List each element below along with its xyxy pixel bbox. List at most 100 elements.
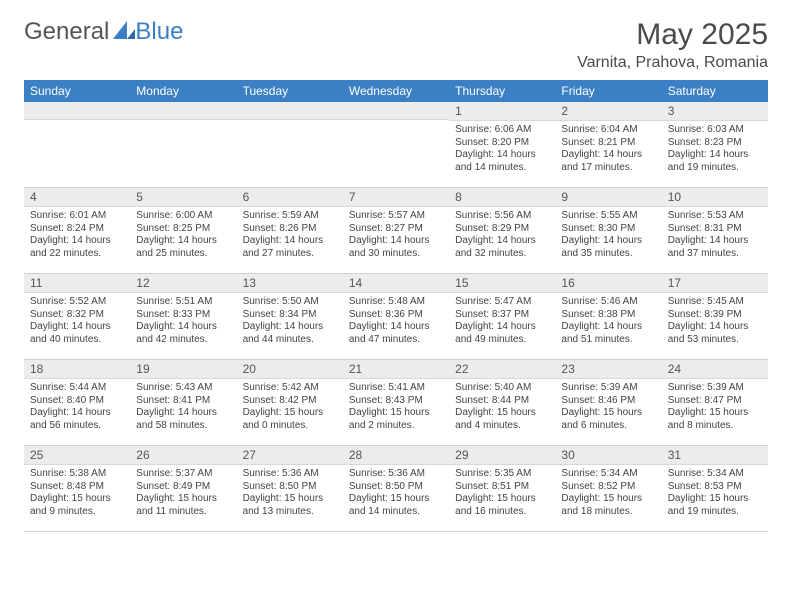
- header: General Blue May 2025 Varnita, Prahova, …: [24, 18, 768, 72]
- day-header-tuesday: Tuesday: [237, 80, 343, 102]
- daylight2-text: and 53 minutes.: [668, 334, 762, 347]
- daylight2-text: and 44 minutes.: [243, 334, 337, 347]
- sunset-text: Sunset: 8:20 PM: [455, 137, 549, 150]
- date-number: 18: [24, 360, 130, 379]
- calendar-cell: [343, 102, 449, 188]
- sunrise-text: Sunrise: 5:45 AM: [668, 296, 762, 309]
- daylight2-text: and 30 minutes.: [349, 248, 443, 261]
- daylight1-text: Daylight: 14 hours: [243, 235, 337, 248]
- date-number: 29: [449, 446, 555, 465]
- sunset-text: Sunset: 8:50 PM: [349, 481, 443, 494]
- sunrise-text: Sunrise: 5:35 AM: [455, 468, 549, 481]
- cell-body: Sunrise: 5:37 AMSunset: 8:49 PMDaylight:…: [130, 465, 236, 522]
- daylight2-text: and 22 minutes.: [30, 248, 124, 261]
- sunrise-text: Sunrise: 5:40 AM: [455, 382, 549, 395]
- sunset-text: Sunset: 8:48 PM: [30, 481, 124, 494]
- calendar-cell: 1Sunrise: 6:06 AMSunset: 8:20 PMDaylight…: [449, 102, 555, 188]
- cell-body: Sunrise: 5:44 AMSunset: 8:40 PMDaylight:…: [24, 379, 130, 436]
- cell-body: Sunrise: 5:53 AMSunset: 8:31 PMDaylight:…: [662, 207, 768, 264]
- cell-body: Sunrise: 5:35 AMSunset: 8:51 PMDaylight:…: [449, 465, 555, 522]
- sunset-text: Sunset: 8:36 PM: [349, 309, 443, 322]
- daylight2-text: and 14 minutes.: [455, 162, 549, 175]
- sunset-text: Sunset: 8:40 PM: [30, 395, 124, 408]
- date-number: 22: [449, 360, 555, 379]
- date-number: 24: [662, 360, 768, 379]
- calendar-cell: 14Sunrise: 5:48 AMSunset: 8:36 PMDayligh…: [343, 274, 449, 360]
- calendar-cell: 16Sunrise: 5:46 AMSunset: 8:38 PMDayligh…: [555, 274, 661, 360]
- cell-body: Sunrise: 5:46 AMSunset: 8:38 PMDaylight:…: [555, 293, 661, 350]
- daylight1-text: Daylight: 15 hours: [136, 493, 230, 506]
- daylight2-text: and 14 minutes.: [349, 506, 443, 519]
- logo-text-blue: Blue: [135, 18, 183, 46]
- date-number: 16: [555, 274, 661, 293]
- date-number: 8: [449, 188, 555, 207]
- calendar-cell: 3Sunrise: 6:03 AMSunset: 8:23 PMDaylight…: [662, 102, 768, 188]
- sunset-text: Sunset: 8:29 PM: [455, 223, 549, 236]
- date-number: 25: [24, 446, 130, 465]
- daylight2-text: and 9 minutes.: [30, 506, 124, 519]
- sunset-text: Sunset: 8:34 PM: [243, 309, 337, 322]
- daylight2-text: and 27 minutes.: [243, 248, 337, 261]
- calendar-cell: 30Sunrise: 5:34 AMSunset: 8:52 PMDayligh…: [555, 446, 661, 532]
- sunset-text: Sunset: 8:37 PM: [455, 309, 549, 322]
- daylight2-text: and 19 minutes.: [668, 506, 762, 519]
- calendar-cell: 13Sunrise: 5:50 AMSunset: 8:34 PMDayligh…: [237, 274, 343, 360]
- cell-body: Sunrise: 5:39 AMSunset: 8:47 PMDaylight:…: [662, 379, 768, 436]
- sunset-text: Sunset: 8:53 PM: [668, 481, 762, 494]
- sunrise-text: Sunrise: 5:43 AM: [136, 382, 230, 395]
- calendar-cell: 21Sunrise: 5:41 AMSunset: 8:43 PMDayligh…: [343, 360, 449, 446]
- calendar-cell: 8Sunrise: 5:56 AMSunset: 8:29 PMDaylight…: [449, 188, 555, 274]
- date-number: 30: [555, 446, 661, 465]
- sunset-text: Sunset: 8:49 PM: [136, 481, 230, 494]
- calendar-cell: 27Sunrise: 5:36 AMSunset: 8:50 PMDayligh…: [237, 446, 343, 532]
- sunrise-text: Sunrise: 6:03 AM: [668, 124, 762, 137]
- cell-body: Sunrise: 6:04 AMSunset: 8:21 PMDaylight:…: [555, 121, 661, 178]
- cell-body: Sunrise: 5:51 AMSunset: 8:33 PMDaylight:…: [130, 293, 236, 350]
- date-number: [343, 102, 449, 120]
- cell-body: Sunrise: 5:34 AMSunset: 8:52 PMDaylight:…: [555, 465, 661, 522]
- sunrise-text: Sunrise: 5:59 AM: [243, 210, 337, 223]
- date-number: 1: [449, 102, 555, 121]
- sunset-text: Sunset: 8:25 PM: [136, 223, 230, 236]
- daylight2-text: and 37 minutes.: [668, 248, 762, 261]
- sunset-text: Sunset: 8:47 PM: [668, 395, 762, 408]
- daylight1-text: Daylight: 14 hours: [455, 149, 549, 162]
- daylight1-text: Daylight: 14 hours: [30, 321, 124, 334]
- location: Varnita, Prahova, Romania: [577, 54, 768, 72]
- calendar-cell: 25Sunrise: 5:38 AMSunset: 8:48 PMDayligh…: [24, 446, 130, 532]
- daylight1-text: Daylight: 14 hours: [30, 235, 124, 248]
- sunrise-text: Sunrise: 5:50 AM: [243, 296, 337, 309]
- calendar-cell: 9Sunrise: 5:55 AMSunset: 8:30 PMDaylight…: [555, 188, 661, 274]
- cell-body: Sunrise: 6:06 AMSunset: 8:20 PMDaylight:…: [449, 121, 555, 178]
- daylight1-text: Daylight: 14 hours: [349, 235, 443, 248]
- day-header-wednesday: Wednesday: [343, 80, 449, 102]
- calendar-cell: 24Sunrise: 5:39 AMSunset: 8:47 PMDayligh…: [662, 360, 768, 446]
- weeks-container: 1Sunrise: 6:06 AMSunset: 8:20 PMDaylight…: [24, 102, 768, 532]
- daylight1-text: Daylight: 15 hours: [668, 493, 762, 506]
- date-number: 5: [130, 188, 236, 207]
- cell-body: Sunrise: 5:48 AMSunset: 8:36 PMDaylight:…: [343, 293, 449, 350]
- sunrise-text: Sunrise: 5:41 AM: [349, 382, 443, 395]
- daylight2-text: and 2 minutes.: [349, 420, 443, 433]
- daylight1-text: Daylight: 15 hours: [349, 407, 443, 420]
- daylight2-text: and 25 minutes.: [136, 248, 230, 261]
- sunrise-text: Sunrise: 5:47 AM: [455, 296, 549, 309]
- date-number: 27: [237, 446, 343, 465]
- date-number: [237, 102, 343, 120]
- calendar-page: General Blue May 2025 Varnita, Prahova, …: [0, 0, 792, 550]
- cell-body: Sunrise: 6:03 AMSunset: 8:23 PMDaylight:…: [662, 121, 768, 178]
- cell-body: Sunrise: 5:43 AMSunset: 8:41 PMDaylight:…: [130, 379, 236, 436]
- cell-body: Sunrise: 5:56 AMSunset: 8:29 PMDaylight:…: [449, 207, 555, 264]
- cell-body: Sunrise: 5:47 AMSunset: 8:37 PMDaylight:…: [449, 293, 555, 350]
- sunset-text: Sunset: 8:30 PM: [561, 223, 655, 236]
- calendar-cell: 5Sunrise: 6:00 AMSunset: 8:25 PMDaylight…: [130, 188, 236, 274]
- sunrise-text: Sunrise: 5:36 AM: [349, 468, 443, 481]
- sunset-text: Sunset: 8:32 PM: [30, 309, 124, 322]
- cell-body: Sunrise: 5:38 AMSunset: 8:48 PMDaylight:…: [24, 465, 130, 522]
- cell-body: Sunrise: 5:36 AMSunset: 8:50 PMDaylight:…: [237, 465, 343, 522]
- sunset-text: Sunset: 8:21 PM: [561, 137, 655, 150]
- daylight2-text: and 47 minutes.: [349, 334, 443, 347]
- cell-body: Sunrise: 5:39 AMSunset: 8:46 PMDaylight:…: [555, 379, 661, 436]
- daylight1-text: Daylight: 15 hours: [668, 407, 762, 420]
- daylight2-text: and 42 minutes.: [136, 334, 230, 347]
